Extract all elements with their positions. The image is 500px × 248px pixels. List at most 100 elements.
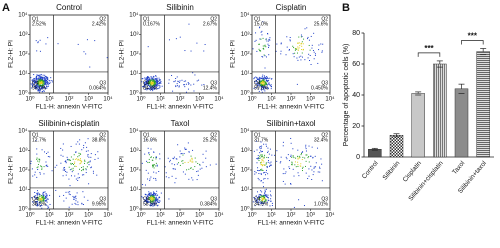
- event-dot: [83, 162, 85, 164]
- event-dot: [152, 77, 154, 79]
- event-dot: [259, 50, 261, 52]
- event-dot: [77, 43, 79, 45]
- event-dot: [155, 179, 157, 181]
- event-dot: [314, 53, 316, 55]
- plot-title: Silibinin+taxol: [266, 119, 315, 128]
- event-dot: [304, 157, 306, 159]
- y-tick-label: 10²: [19, 168, 28, 174]
- event-dot: [257, 197, 259, 199]
- event-dot: [43, 78, 45, 80]
- event-dot: [152, 85, 154, 87]
- quadrant-name: Q4: [254, 80, 261, 86]
- event-dot: [142, 86, 144, 88]
- event-dot: [256, 140, 258, 142]
- event-dot: [31, 79, 33, 81]
- event-dot: [39, 197, 41, 199]
- event-dot: [268, 54, 270, 56]
- event-dot: [259, 201, 261, 203]
- event-dot: [270, 86, 272, 88]
- event-dot: [94, 40, 96, 42]
- event-dot: [32, 83, 34, 85]
- event-dot: [41, 204, 43, 206]
- event-dot: [263, 82, 265, 84]
- event-dot: [264, 200, 266, 202]
- event-dot: [150, 205, 152, 207]
- event-dot: [182, 160, 184, 162]
- event-dot: [147, 80, 149, 82]
- event-dot: [184, 161, 186, 163]
- event-dot: [263, 195, 265, 197]
- event-dot: [42, 193, 44, 195]
- event-dot: [300, 55, 302, 57]
- event-dot: [43, 87, 45, 89]
- event-dot: [267, 80, 269, 82]
- event-dot: [48, 82, 50, 84]
- event-dot: [262, 85, 264, 87]
- event-dot: [199, 163, 201, 165]
- y-tick-label: 10³: [130, 32, 139, 38]
- event-dot: [43, 196, 45, 198]
- event-dot: [301, 167, 303, 169]
- event-dot: [147, 82, 149, 84]
- quadrant-value: 9.95%: [92, 201, 107, 207]
- event-dot: [185, 91, 187, 93]
- event-dot: [159, 85, 161, 87]
- y-axis-label: FL2-H: PI: [8, 40, 15, 68]
- event-dot: [146, 88, 148, 90]
- event-dot: [315, 166, 317, 168]
- event-dot: [45, 165, 47, 167]
- event-dot: [262, 77, 264, 79]
- event-dot: [269, 165, 271, 167]
- x-tick-label: 10⁰: [136, 96, 146, 103]
- event-dot: [150, 148, 152, 150]
- event-dot: [264, 191, 266, 193]
- event-dot: [44, 82, 46, 84]
- event-dot: [258, 197, 260, 199]
- event-dot: [267, 150, 269, 152]
- event-dot: [263, 178, 265, 180]
- event-dot: [265, 171, 267, 173]
- event-dot: [42, 77, 44, 79]
- event-dot: [259, 145, 261, 147]
- event-dot: [267, 88, 269, 90]
- event-dot: [86, 166, 88, 168]
- event-dot: [97, 151, 99, 153]
- quadrant-name: Q2: [210, 132, 217, 138]
- event-dot: [34, 195, 36, 197]
- event-dot: [291, 164, 293, 166]
- event-dot: [156, 79, 158, 81]
- event-dot: [46, 195, 48, 197]
- event-dot: [42, 198, 44, 200]
- event-dot: [159, 86, 161, 88]
- event-dot: [32, 80, 34, 82]
- event-dot: [197, 162, 199, 164]
- x-tick-label: 10³: [195, 213, 204, 219]
- event-dot: [179, 150, 181, 152]
- event-dot: [35, 84, 37, 86]
- event-dot: [176, 85, 178, 87]
- event-dot: [45, 43, 47, 45]
- event-dot: [158, 201, 160, 203]
- event-dot: [155, 199, 157, 201]
- event-dot: [152, 90, 154, 92]
- event-dot: [259, 194, 261, 196]
- event-dot: [90, 153, 92, 155]
- event-dot: [284, 183, 286, 185]
- event-dot: [81, 202, 83, 204]
- event-dot: [152, 164, 154, 166]
- event-dot: [184, 84, 186, 86]
- event-dot: [150, 156, 152, 158]
- event-dot: [306, 27, 308, 29]
- event-dot: [297, 164, 299, 166]
- event-dot: [141, 78, 143, 80]
- event-dot: [159, 79, 161, 81]
- event-dot: [158, 171, 160, 173]
- event-dot: [43, 195, 45, 197]
- event-dot: [305, 160, 307, 162]
- event-dot: [38, 193, 40, 195]
- event-dot: [142, 184, 144, 186]
- event-dot: [152, 205, 154, 207]
- event-dot: [260, 190, 262, 192]
- event-dot: [256, 199, 258, 201]
- event-dot: [147, 195, 149, 197]
